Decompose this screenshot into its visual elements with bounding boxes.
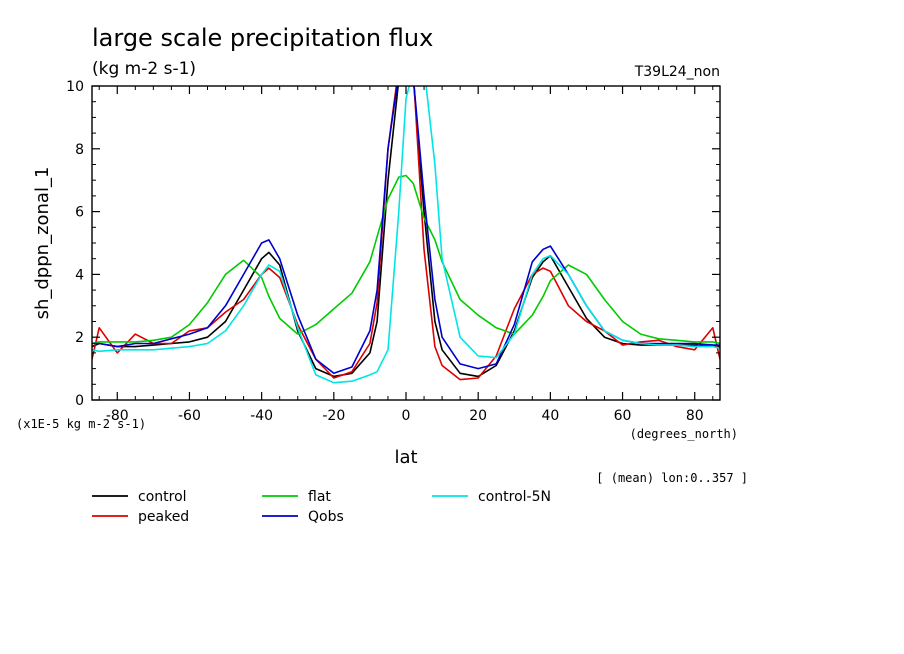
- y-tick-label: 0: [75, 393, 84, 409]
- legend-label-peaked: peaked: [138, 509, 189, 525]
- y-scale-note: (x1E-5 kg m-2 s-1): [16, 417, 146, 431]
- run-label: T39L24_non: [634, 64, 720, 80]
- y-axis-label: sh_dppn_zonal_1: [32, 167, 53, 320]
- x-tick-label: 0: [402, 408, 411, 424]
- x-tick-label: -40: [250, 408, 273, 424]
- series-line-flat: [92, 174, 720, 345]
- plot-frame: [91, 85, 721, 401]
- series-group: [92, 86, 720, 384]
- chart-title: large scale precipitation flux: [92, 24, 433, 52]
- y-tick-label: 2: [75, 330, 84, 346]
- legend-label-control: control: [138, 489, 187, 505]
- legend: control peaked flat Qobs control-5N: [92, 489, 551, 525]
- series-line-control: [92, 86, 720, 378]
- x-tick-label: -80: [106, 408, 129, 424]
- mean-note: [ (mean) lon:0..357 ]: [596, 471, 748, 485]
- x-tick-label: -60: [178, 408, 201, 424]
- x-tick-label: 60: [614, 408, 632, 424]
- x-axis-units: (degrees_north): [630, 427, 738, 441]
- x-tick-label: 20: [469, 408, 487, 424]
- series-line-control-5n: [92, 86, 720, 384]
- y-tick-label: 6: [75, 205, 84, 221]
- y-tick-label: 8: [75, 142, 84, 158]
- legend-label-flat: flat: [308, 489, 331, 505]
- legend-label-qobs: Qobs: [308, 509, 344, 525]
- x-tick-label: 40: [541, 408, 559, 424]
- x-tick-label: -20: [322, 408, 345, 424]
- x-tick-label: 80: [686, 408, 704, 424]
- legend-label-control-5n: control-5N: [478, 489, 551, 505]
- y-tick-label: 10: [66, 79, 84, 95]
- ticks-group: -80 -60 -40 -20 0 20 40 60 80 0 2 4 6 8 10: [66, 79, 720, 424]
- x-axis-label: lat: [394, 447, 417, 468]
- y-tick-label: 4: [75, 267, 84, 283]
- chart-units: (kg m-2 s-1): [92, 59, 196, 79]
